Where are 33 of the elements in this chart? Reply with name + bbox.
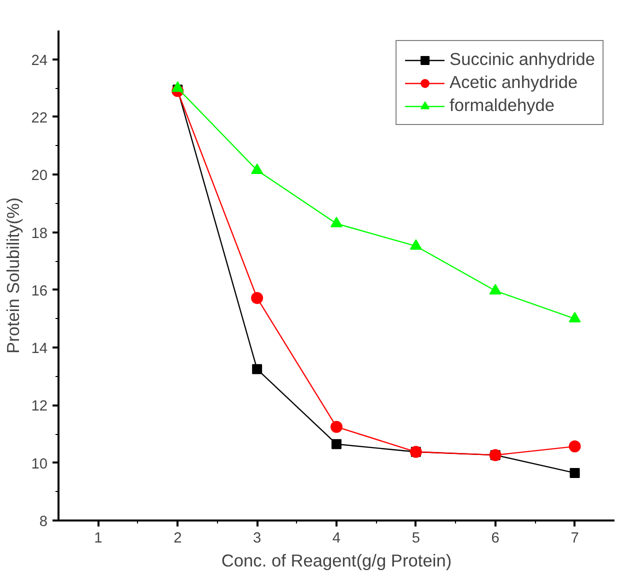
legend-label: Acetic anhydride [450,72,578,93]
y-tick-label: 14 [31,341,48,358]
y-tick-label: 10 [31,456,48,472]
y-tick-label: 18 [31,226,48,242]
legend-label: formaldehyde [450,95,555,116]
x-tick-label: 3 [252,530,262,546]
x-axis-title: Conc. of Reagent(g/g Protein) [221,550,452,570]
point [568,312,581,322]
y-axis-title: Protein Solubility(%) [3,197,24,354]
point [570,468,580,478]
y-tick-label: 20 [31,168,48,184]
x-tick-label: 6 [491,530,500,546]
point [568,440,581,452]
point [251,292,264,304]
legend-label: Succinic anhydride [450,49,595,70]
y-tick-label: 16 [31,283,48,300]
point [332,439,342,450]
y-tick-label: 12 [31,398,48,415]
y-tick-label: 22 [31,110,48,126]
y-tick-label: 24 [31,52,48,69]
point [330,420,342,433]
point [172,81,184,92]
x-tick-label: 5 [412,530,420,546]
y-tick-label: 8 [39,514,48,530]
x-tick-label: 7 [570,530,579,546]
point [330,216,342,228]
x-tick-label: 4 [332,530,341,546]
point [410,239,422,250]
point [252,364,262,374]
x-tick-label: 2 [174,530,182,546]
x-tick-label: 1 [94,530,102,546]
point [489,284,502,294]
point [251,163,264,174]
